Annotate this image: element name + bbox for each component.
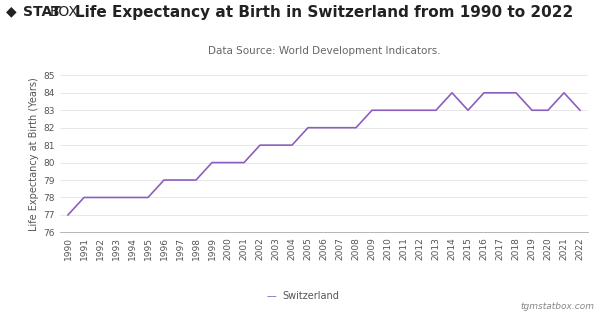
Text: tgmstatbox.com: tgmstatbox.com (520, 302, 594, 311)
Text: Switzerland: Switzerland (282, 291, 339, 301)
Text: BOX: BOX (49, 5, 78, 19)
Text: ◆: ◆ (6, 5, 17, 19)
Text: STAT: STAT (23, 5, 61, 19)
Text: Life Expectancy at Birth in Switzerland from 1990 to 2022: Life Expectancy at Birth in Switzerland … (75, 5, 573, 20)
Text: Data Source: World Development Indicators.: Data Source: World Development Indicator… (208, 46, 440, 56)
Text: —: — (266, 291, 276, 301)
Y-axis label: Life Expectancy at Birth (Years): Life Expectancy at Birth (Years) (29, 77, 40, 231)
